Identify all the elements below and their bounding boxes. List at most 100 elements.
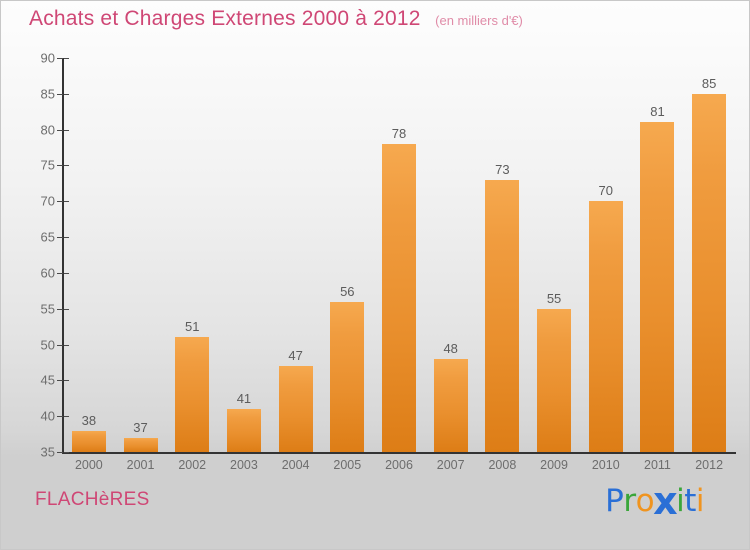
logo-letter: i [676, 483, 685, 519]
bar-value-label: 37 [133, 419, 148, 435]
y-axis-tick-inner [64, 344, 69, 346]
bar[interactable] [330, 301, 365, 452]
x-axis-label: 2006 [385, 458, 413, 472]
y-axis-label: 85 [40, 86, 55, 102]
x-axis-label: 2008 [488, 458, 517, 472]
y-axis-label: 50 [40, 337, 55, 353]
y-axis-label: 60 [40, 265, 55, 281]
y-axis-label: 90 [40, 50, 55, 66]
bar[interactable] [278, 366, 313, 452]
y-axis-line [62, 58, 64, 452]
y-axis-tick [57, 165, 63, 167]
bar-value-label: 73 [495, 161, 510, 177]
bar[interactable] [175, 337, 210, 452]
x-axis-label: 2001 [126, 458, 155, 472]
y-axis-label: 65 [40, 229, 55, 245]
x-axis-label: 2009 [540, 458, 568, 472]
bar-item[interactable]: 56 2005 [330, 58, 365, 472]
x-axis-label: 2012 [695, 458, 724, 472]
y-axis-tick [57, 129, 63, 131]
x-axis-label: 2005 [333, 458, 362, 472]
x-axis-label: 2003 [230, 458, 258, 472]
x-axis-label: 2011 [644, 458, 671, 472]
bar-item[interactable]: 55 2009 [537, 58, 572, 472]
y-axis-label: 45 [40, 372, 55, 388]
y-axis-tick [57, 201, 63, 203]
y-axis-tick [57, 308, 63, 310]
y-axis-tick [57, 380, 63, 382]
bar-item[interactable]: 85 2012 [692, 58, 727, 472]
y-axis-tick-inner [64, 308, 69, 310]
bar-value-label: 48 [443, 340, 458, 356]
y-axis-tick [57, 272, 63, 274]
logo-letter: P [605, 483, 624, 519]
bar-item[interactable]: 47 2004 [278, 58, 313, 472]
bar[interactable] [226, 409, 261, 452]
y-axis-tick-inner [64, 416, 69, 418]
y-axis-label: 55 [40, 301, 55, 317]
bar-item[interactable]: 37 2001 [123, 58, 158, 472]
bar-item[interactable]: 51 2002 [175, 58, 210, 472]
y-axis-label: 35 [40, 444, 55, 460]
bar[interactable] [433, 358, 468, 452]
bar-item[interactable]: 38 2000 [71, 58, 106, 472]
bar-value-label: 47 [288, 348, 303, 364]
chart-header: Achats et Charges Externes 2000 à 2012 (… [29, 7, 523, 31]
bar-item[interactable]: 78 2006 [382, 58, 416, 472]
y-axis-tick-inner [64, 93, 69, 95]
bar-item[interactable]: 81 2011 [640, 58, 675, 472]
y-axis-tick-inner [64, 201, 69, 203]
bar-item[interactable]: 41 2003 [226, 58, 261, 472]
y-axis-tick-inner [64, 165, 69, 167]
page-title: Achats et Charges Externes 2000 à 2012 [29, 7, 421, 30]
y-axis-tick-inner [64, 58, 69, 59]
y-axis-tick-inner [64, 272, 69, 274]
chart-subtitle-units: (en milliers d'€) [435, 13, 523, 28]
bar[interactable] [485, 179, 520, 452]
y-axis-tick [57, 237, 63, 239]
y-axis-tick-inner [64, 452, 69, 453]
commune-name: FLACHèRES [35, 489, 150, 510]
logo-letter: i [695, 483, 705, 519]
x-axis-label: 2002 [178, 458, 207, 472]
bar[interactable] [123, 437, 158, 452]
x-axis-label: 2010 [591, 458, 620, 472]
y-axis-tick [57, 93, 63, 95]
bar-value-label: 51 [184, 319, 200, 335]
y-axis-label: 75 [40, 157, 55, 173]
bar-value-label: 81 [650, 104, 665, 120]
bar-value-label: 55 [546, 290, 562, 306]
y-axis-label: 80 [40, 122, 55, 138]
bar[interactable] [71, 430, 106, 452]
logo-letter: t [684, 483, 696, 519]
bar[interactable] [692, 93, 727, 452]
y-axis-label: 40 [40, 408, 55, 424]
y-axis-tick [57, 344, 63, 346]
x-axis-label: 2007 [436, 458, 465, 472]
bar-item[interactable]: 70 2010 [588, 58, 623, 472]
x-axis-label: 2004 [281, 458, 310, 472]
bar-value-label: 56 [340, 283, 355, 299]
logo-letter: r [623, 483, 636, 519]
bar-value-label: 70 [598, 183, 613, 199]
bar[interactable] [588, 201, 623, 452]
y-axis-tick-inner [64, 129, 69, 131]
footer: FLACHèRES Proxiti [1, 467, 749, 549]
bar-item[interactable]: 73 2008 [485, 58, 520, 472]
bar-value-label: 78 [391, 125, 407, 141]
bar-value-label: 41 [236, 391, 252, 407]
logo-letter: x [653, 479, 678, 523]
y-axis-tick [57, 452, 63, 453]
y-axis-tick [57, 58, 63, 59]
bar[interactable] [382, 143, 416, 452]
y-axis-label: 70 [40, 193, 55, 209]
plot-area: 35 40 45 50 55 60 65 70 75 80 85 90 38 2000 37 2001 51 2… [41, 51, 736, 472]
proxiti-logo[interactable]: Proxiti [605, 479, 705, 523]
bar-value-label: 38 [81, 412, 97, 428]
logo-letter: o [635, 483, 655, 519]
bar[interactable] [537, 308, 572, 452]
bar-item[interactable]: 48 2007 [433, 58, 468, 472]
x-axis-label: 2000 [74, 458, 103, 472]
bar[interactable] [640, 122, 675, 452]
